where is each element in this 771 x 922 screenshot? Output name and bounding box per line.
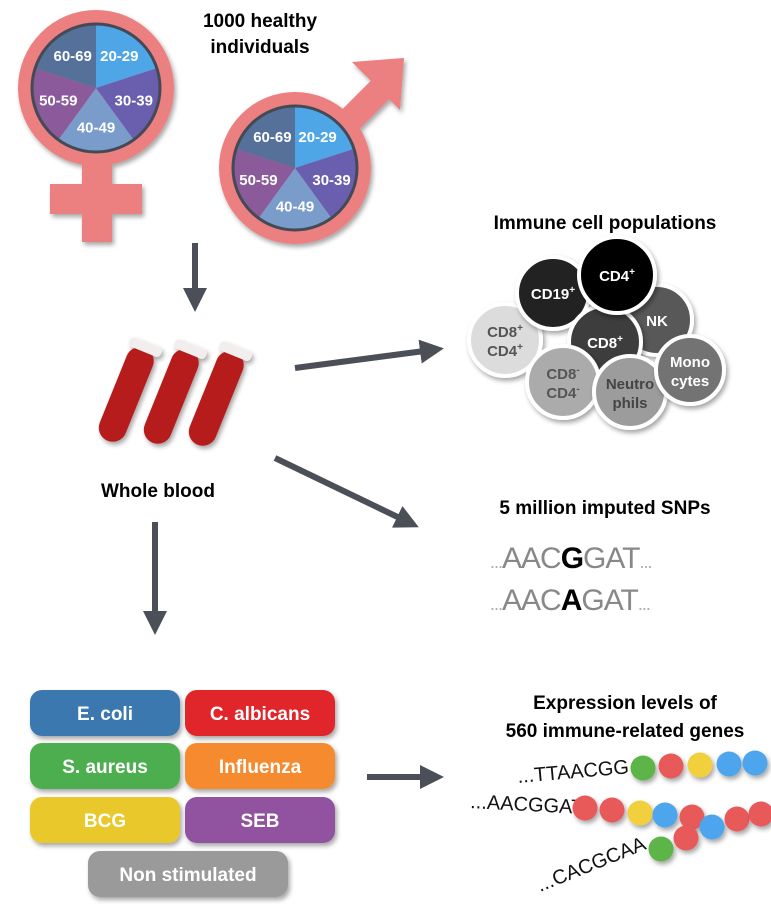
cell-label: cytes [671, 373, 709, 390]
female-pie-slice [58, 88, 134, 152]
cell-label: NK [646, 313, 668, 330]
expression-bead [599, 797, 625, 823]
expression-bead [748, 801, 771, 827]
male-pie-slice [236, 106, 295, 168]
female-pie-slice [96, 68, 161, 140]
expression-bead [742, 750, 768, 776]
female-age-label: 30-39 [115, 92, 153, 109]
expression-bead [630, 755, 656, 781]
expression-bead [724, 806, 750, 832]
cell-label: Mono [670, 354, 710, 371]
male-pie-slice [295, 148, 357, 219]
male-pie-slice [295, 106, 354, 168]
expression-bead [673, 825, 699, 851]
cohort-title-line1: 1000 healthy [203, 11, 317, 32]
immune-cell: Mono cytes [654, 334, 726, 406]
male-age-pie: 20-29 30-39 40-49 50-59 60-69 [231, 104, 359, 232]
cell-label: CD8+ [587, 334, 623, 352]
expression-bead [687, 752, 713, 778]
cell-label: CD19+ [531, 285, 575, 303]
stimulus-label: S. aureus [62, 757, 148, 778]
gene-expression-beads: ...TTAACGG ...AACGGAT ...CACGCAA [470, 750, 771, 897]
expression-bead [679, 804, 705, 830]
expression-bead [658, 753, 684, 779]
stimulus-label: E. coli [77, 704, 133, 725]
immune-title: Immune cell populations [494, 213, 717, 234]
immune-cell: Neutro phils [592, 354, 668, 430]
expression-title-line2: 560 immune-related genes [506, 721, 745, 742]
gene-sequence: ...TTAACGG [517, 756, 630, 788]
male-pie-slice [233, 148, 295, 219]
male-age-label: 30-39 [312, 172, 350, 189]
stimulus-label: Non stimulated [119, 865, 256, 886]
female-pie-slice [32, 68, 96, 140]
male-pie-slice [258, 168, 332, 231]
immune-cell: CD8+CD4+ [467, 302, 543, 378]
cell-label: CD8+ [487, 323, 523, 341]
cell-label: CD8- [546, 365, 579, 383]
female-pie-slice [35, 24, 96, 88]
arrow-diagonal-icon [273, 455, 419, 528]
female-pie-slice [96, 24, 157, 88]
stimulus-influenza: Influenza [185, 743, 335, 789]
expression-bead [572, 795, 598, 821]
stimulus-seb: SEB [185, 797, 335, 843]
stimulus-c-albicans: C. albicans [185, 690, 335, 736]
stimulus-s-aureus: S. aureus [30, 743, 180, 789]
female-age-label: 60-69 [53, 48, 91, 65]
gene-sequence: ...AACGGAT [470, 791, 584, 819]
immune-cell: CD4+ [577, 235, 657, 315]
stimuli-grid: E. coli C. albicans S. aureus Influenza BCG S… [30, 690, 335, 897]
snp-sequence-1: ...AACGGAT... [490, 542, 652, 575]
female-age-label: 20-29 [100, 48, 138, 65]
cell-label: CD4+ [487, 342, 523, 360]
cell-label: CD4+ [599, 267, 635, 285]
snp-sequence-2: ...AACAGAT... [490, 584, 650, 617]
expression-bead [627, 800, 653, 826]
stimulus-bcg: BCG [30, 797, 180, 843]
expression-bead [699, 814, 725, 840]
immune-cell: CD8-CD4- [525, 344, 601, 420]
sample-label: Whole blood [101, 481, 215, 502]
male-age-label: 60-69 [253, 129, 291, 146]
male-age-label: 40-49 [276, 198, 314, 215]
cell-label: phils [612, 395, 647, 412]
male-age-label: 20-29 [298, 129, 336, 146]
arrow-right-icon [294, 339, 444, 371]
snps-title: 5 million imputed SNPs [499, 498, 710, 519]
stimulus-label: Influenza [219, 757, 302, 778]
stimulus-e-coli: E. coli [30, 690, 180, 736]
cell-label: Neutro [606, 376, 654, 393]
stimulus-label: BCG [84, 811, 126, 832]
female-age-label: 40-49 [77, 120, 115, 137]
cohort-title-line2: individuals [210, 37, 309, 58]
stimulus-label: C. albicans [210, 704, 310, 725]
male-age-label: 50-59 [239, 172, 277, 189]
stimulus-non-stimulated: Non stimulated [88, 851, 288, 897]
stimulus-label: SEB [240, 811, 279, 832]
expression-bead [652, 802, 678, 828]
cell-label: CD4- [546, 384, 579, 402]
gene-sequence: ...CACGCAA [534, 833, 650, 897]
blood-tubes-icon [98, 337, 252, 446]
expression-bead [716, 751, 742, 777]
expression-title-line1: Expression levels of [533, 693, 717, 714]
expression-bead [648, 836, 674, 862]
female-age-label: 50-59 [39, 92, 77, 109]
